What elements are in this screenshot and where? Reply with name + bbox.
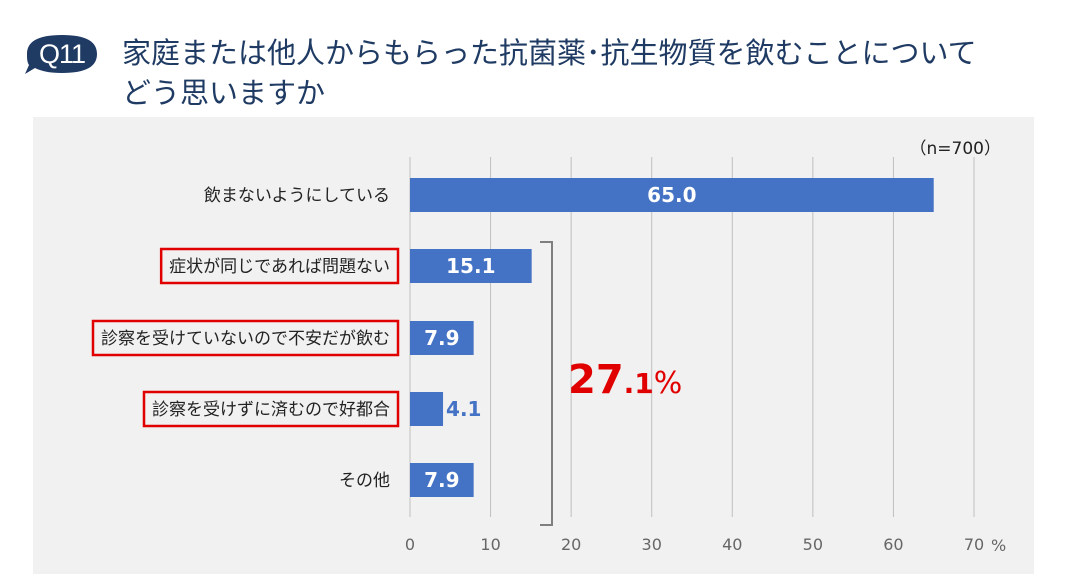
bracket-total-label: 27.1% [568,357,682,403]
x-tick-label: 0 [405,535,415,554]
bar-value-label: 4.1 [446,397,481,421]
bar-2 [410,321,474,355]
bar-value-label: 15.1 [446,254,495,278]
question-title-line-1: 家庭または他人からもらった抗菌薬･抗生物質を飲むことについて [122,36,977,70]
question-badge [25,35,97,74]
chart-panel: （n=700） 0 10 20 30 40 50 60 70% 65.0 飲まないようにしている 15… [33,117,1034,574]
sample-size-note: （n=700） [910,139,1001,159]
x-tick-label: 40 [722,535,742,554]
category-label: 飲まないようにしている [204,186,390,206]
bracket-total-decimal: .1 [624,367,654,400]
bar-1 [410,249,532,283]
category-highlight-box [142,390,400,428]
bar-chart: （n=700） 0 10 20 30 40 50 60 70 % 65.0 飲まないようにしている 15… [91,139,1006,555]
bracket-total-number: 27 [568,357,624,403]
bar-4 [410,463,474,497]
x-tick-label: 70 [964,535,984,554]
question-title-line-2: どう思いますか [122,76,326,110]
bar-value-label: 7.9 [424,468,459,492]
x-axis-unit: % [991,536,1006,555]
bar-3 [410,392,444,426]
category-label: 症状が同じであれば問題ない [169,257,390,277]
category-highlight-box [159,247,400,285]
x-tick-label: 20 [561,535,581,554]
bar-value-label: 65.0 [647,183,696,207]
question-number: Q11 [38,38,86,69]
group-bracket [540,241,553,526]
x-tick-label: 60 [883,535,903,554]
bar-value-label: 7.9 [424,326,459,350]
x-tick-label: 30 [642,535,662,554]
bracket-total-unit: % [654,366,683,401]
category-highlight-box [91,319,400,357]
category-label: 診察を受けずに済むので好都合 [152,400,390,420]
category-label: 診察を受けていないので不安だが飲む [101,329,390,349]
bar-0 [410,178,934,212]
x-tick-label: 10 [480,535,500,554]
x-tick-label: 50 [803,535,823,554]
category-label: その他 [339,471,390,491]
